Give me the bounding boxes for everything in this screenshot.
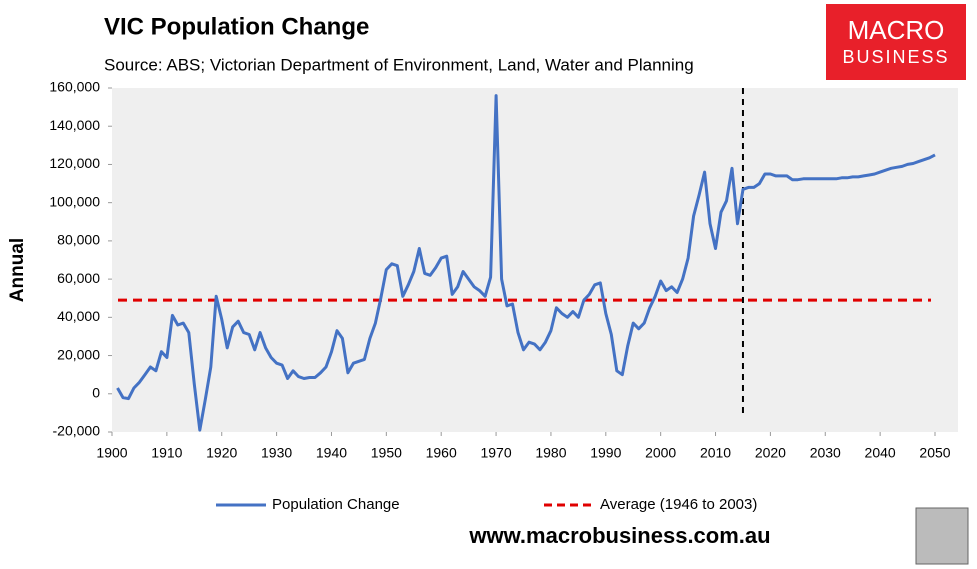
logo-text: BUSINESS bbox=[842, 47, 949, 67]
x-tick-label: 1950 bbox=[371, 445, 402, 461]
plot-area bbox=[112, 88, 958, 432]
y-tick-label: 120,000 bbox=[49, 155, 100, 171]
y-tick-label: 160,000 bbox=[49, 79, 100, 95]
legend-label: Population Change bbox=[272, 496, 400, 513]
x-tick-label: 1900 bbox=[96, 445, 127, 461]
x-tick-label: 1910 bbox=[151, 445, 182, 461]
x-tick-label: 1990 bbox=[590, 445, 621, 461]
x-tick-label: 1920 bbox=[206, 445, 237, 461]
x-tick-label: 1960 bbox=[426, 445, 457, 461]
chart-subtitle: Source: ABS; Victorian Department of Env… bbox=[104, 55, 694, 74]
y-tick-label: 0 bbox=[92, 384, 100, 400]
y-tick-label: 80,000 bbox=[57, 232, 100, 248]
logo-text: MACRO bbox=[848, 15, 945, 45]
x-tick-label: 1930 bbox=[261, 445, 292, 461]
x-tick-label: 1970 bbox=[480, 445, 511, 461]
fox-image bbox=[915, 507, 969, 565]
series-line bbox=[116, 94, 936, 432]
x-tick-label: 1940 bbox=[316, 445, 347, 461]
chart-title: VIC Population Change bbox=[104, 13, 369, 40]
y-tick-label: -20,000 bbox=[53, 423, 101, 439]
y-tick-label: 60,000 bbox=[57, 270, 100, 286]
x-tick-label: 2010 bbox=[700, 445, 731, 461]
x-tick-label: 1980 bbox=[535, 445, 566, 461]
x-tick-label: 2040 bbox=[865, 445, 896, 461]
x-tick-label: 2020 bbox=[755, 445, 786, 461]
x-tick-label: 2000 bbox=[645, 445, 676, 461]
x-tick-label: 2030 bbox=[810, 445, 841, 461]
y-tick-label: 100,000 bbox=[49, 193, 100, 209]
footer-url: www.macrobusiness.com.au bbox=[468, 523, 770, 548]
y-tick-label: 40,000 bbox=[57, 308, 100, 324]
x-tick-label: 2050 bbox=[919, 445, 950, 461]
logo-box bbox=[826, 4, 966, 80]
legend-label: Average (1946 to 2003) bbox=[600, 496, 757, 513]
y-tick-label: 20,000 bbox=[57, 346, 100, 362]
y-axis-label: Annual bbox=[7, 238, 28, 302]
y-tick-label: 140,000 bbox=[49, 117, 100, 133]
